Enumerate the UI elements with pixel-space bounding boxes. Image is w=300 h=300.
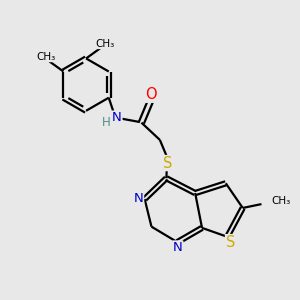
Text: H: H [101, 116, 110, 129]
Text: N: N [112, 111, 122, 124]
Text: CH₃: CH₃ [36, 52, 55, 62]
Text: S: S [226, 235, 235, 250]
Text: CH₃: CH₃ [95, 39, 114, 49]
Text: S: S [163, 156, 172, 171]
Text: N: N [173, 241, 183, 254]
Text: O: O [145, 87, 157, 102]
Text: CH₃: CH₃ [272, 196, 291, 206]
Text: N: N [134, 192, 144, 205]
